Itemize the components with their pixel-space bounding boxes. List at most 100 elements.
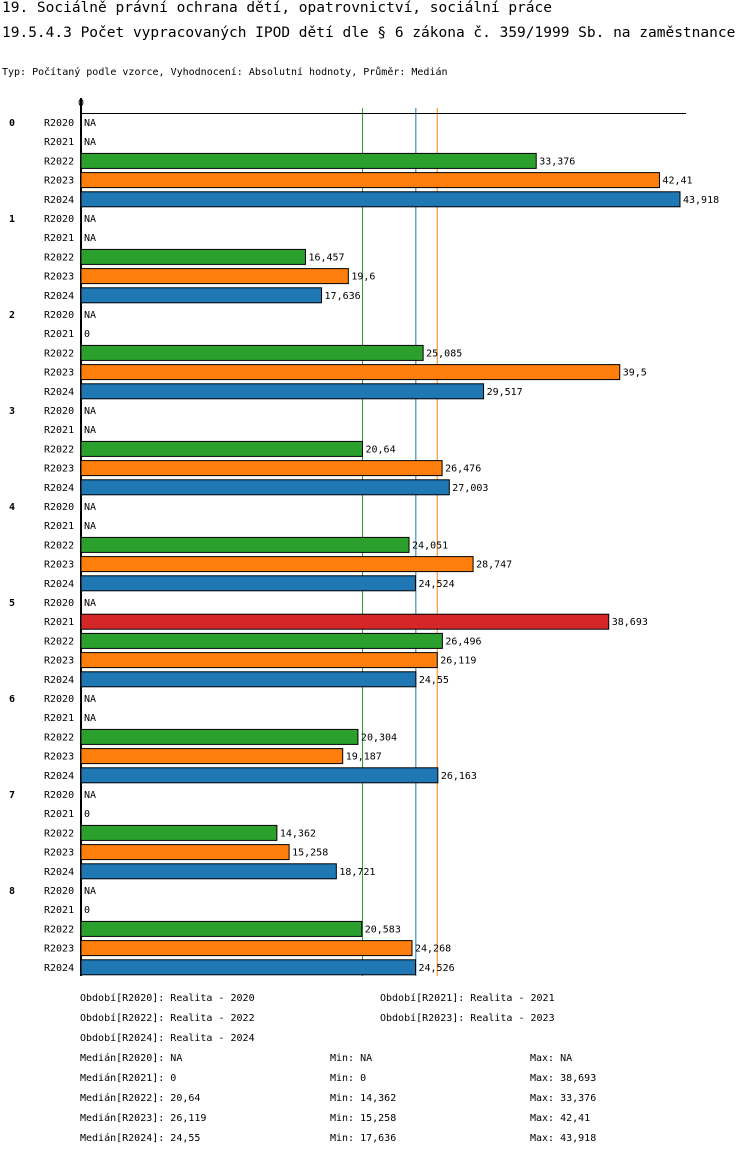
series-label: R2022: [44, 732, 74, 743]
series-label: R2020: [44, 694, 74, 705]
data-label: 26,496: [445, 636, 481, 647]
series-label: R2024: [44, 195, 74, 206]
bar-R2022: [80, 440, 364, 457]
data-label: NA: [84, 521, 96, 532]
data-label: NA: [84, 598, 96, 609]
series-label: R2021: [44, 137, 74, 148]
bar-R2024: [80, 575, 416, 592]
bar-R2022: [80, 824, 278, 841]
data-label: 26,476: [445, 464, 481, 475]
series-label: R2021: [44, 329, 74, 340]
category-label: 6: [9, 694, 15, 705]
data-label: NA: [84, 886, 96, 897]
series-label: R2023: [44, 944, 74, 955]
bar-R2023: [80, 460, 443, 477]
series-label: R2024: [44, 867, 74, 878]
series-label: R2024: [44, 675, 74, 686]
data-label: NA: [84, 713, 96, 724]
series-label: R2020: [44, 406, 74, 417]
bar-R2022: [80, 728, 359, 745]
series-label: R2023: [44, 176, 74, 187]
legend-min: Min: NA: [330, 1053, 373, 1064]
data-label: 29,517: [487, 387, 523, 398]
series-label: R2021: [44, 521, 74, 532]
legend-min: Min: 17,636: [330, 1133, 397, 1144]
series-label: R2022: [44, 828, 74, 839]
data-label: 24,268: [415, 944, 451, 955]
legend-min: Min: 15,258: [330, 1113, 397, 1124]
data-label: NA: [84, 694, 96, 705]
page-title: 19. Sociálně právní ochrana dětí, opatro…: [2, 0, 552, 16]
category-label: 1: [9, 214, 15, 225]
series-label: R2020: [44, 502, 74, 513]
series-label: R2021: [44, 809, 74, 820]
series-label: R2021: [44, 425, 74, 436]
category-label: 4: [9, 502, 15, 513]
series-label: R2024: [44, 579, 74, 590]
data-label: 19,6: [351, 272, 375, 283]
data-label: 28,747: [476, 560, 512, 571]
bar-R2023: [80, 172, 660, 189]
legend-period: Období[R2022]: Realita - 2022: [80, 1013, 255, 1024]
legend-median: Medián[R2021]: 0: [80, 1073, 177, 1084]
legend-min: Min: 14,362: [330, 1093, 397, 1104]
data-label: NA: [84, 118, 96, 129]
data-label: 14,362: [280, 828, 316, 839]
bar-R2024: [80, 959, 417, 976]
data-label: 15,258: [292, 848, 328, 859]
data-label: 20,64: [366, 444, 396, 455]
data-label: 25,085: [426, 348, 462, 359]
data-label: 43,918: [683, 195, 719, 206]
data-label: NA: [84, 214, 96, 225]
category-label: 5: [9, 598, 15, 609]
series-label: R2024: [44, 387, 74, 398]
series-label: R2022: [44, 444, 74, 455]
data-label: 24,55: [419, 675, 449, 686]
series-label: R2022: [44, 348, 74, 359]
category-label: 3: [9, 406, 15, 417]
data-label: 42,41: [662, 176, 692, 187]
bar-R2023: [80, 652, 438, 669]
series-label: R2021: [44, 713, 74, 724]
data-label: 27,003: [452, 483, 488, 494]
series-label: R2020: [44, 214, 74, 225]
series-label: R2022: [44, 636, 74, 647]
legend-max: Max: 33,376: [530, 1093, 597, 1104]
legend-period: Období[R2024]: Realita - 2024: [80, 1033, 255, 1044]
bar-R2023: [80, 940, 413, 957]
series-label: R2020: [44, 118, 74, 129]
bar-R2023: [80, 844, 290, 861]
series-label: R2023: [44, 560, 74, 571]
series-label: R2020: [44, 790, 74, 801]
data-label: 20,583: [365, 924, 401, 935]
data-label: 18,721: [339, 867, 375, 878]
bar-R2024: [80, 287, 323, 304]
series-label: R2023: [44, 752, 74, 763]
series-label: R2021: [44, 233, 74, 244]
category-label: 8: [9, 886, 15, 897]
data-label: NA: [84, 137, 96, 148]
bar-R2023: [80, 364, 621, 381]
series-label: R2020: [44, 598, 74, 609]
x-tick-label: 0: [78, 98, 84, 109]
chart-info: Typ: Počítaný podle vzorce, Vyhodnocení:…: [2, 67, 448, 78]
bar-R2024: [80, 479, 450, 496]
data-label: 24,524: [418, 579, 454, 590]
legend-min: Min: 0: [330, 1073, 367, 1084]
category-label: 2: [9, 310, 15, 321]
bar-R2023: [80, 556, 474, 573]
data-label: 24,051: [412, 540, 448, 551]
bar-R2021: [80, 613, 610, 630]
bar-R2023: [80, 268, 349, 285]
series-label: R2024: [44, 483, 74, 494]
bar-R2022: [80, 920, 363, 937]
legend-median: Medián[R2022]: 20,64: [80, 1093, 201, 1104]
bar-R2023: [80, 748, 344, 765]
bar-R2024: [80, 863, 337, 880]
data-label: 16,457: [308, 252, 344, 263]
data-label: NA: [84, 233, 96, 244]
bar-R2022: [80, 632, 443, 649]
data-label: NA: [84, 502, 96, 513]
data-label: 24,526: [419, 963, 455, 974]
data-label: 0: [84, 905, 90, 916]
